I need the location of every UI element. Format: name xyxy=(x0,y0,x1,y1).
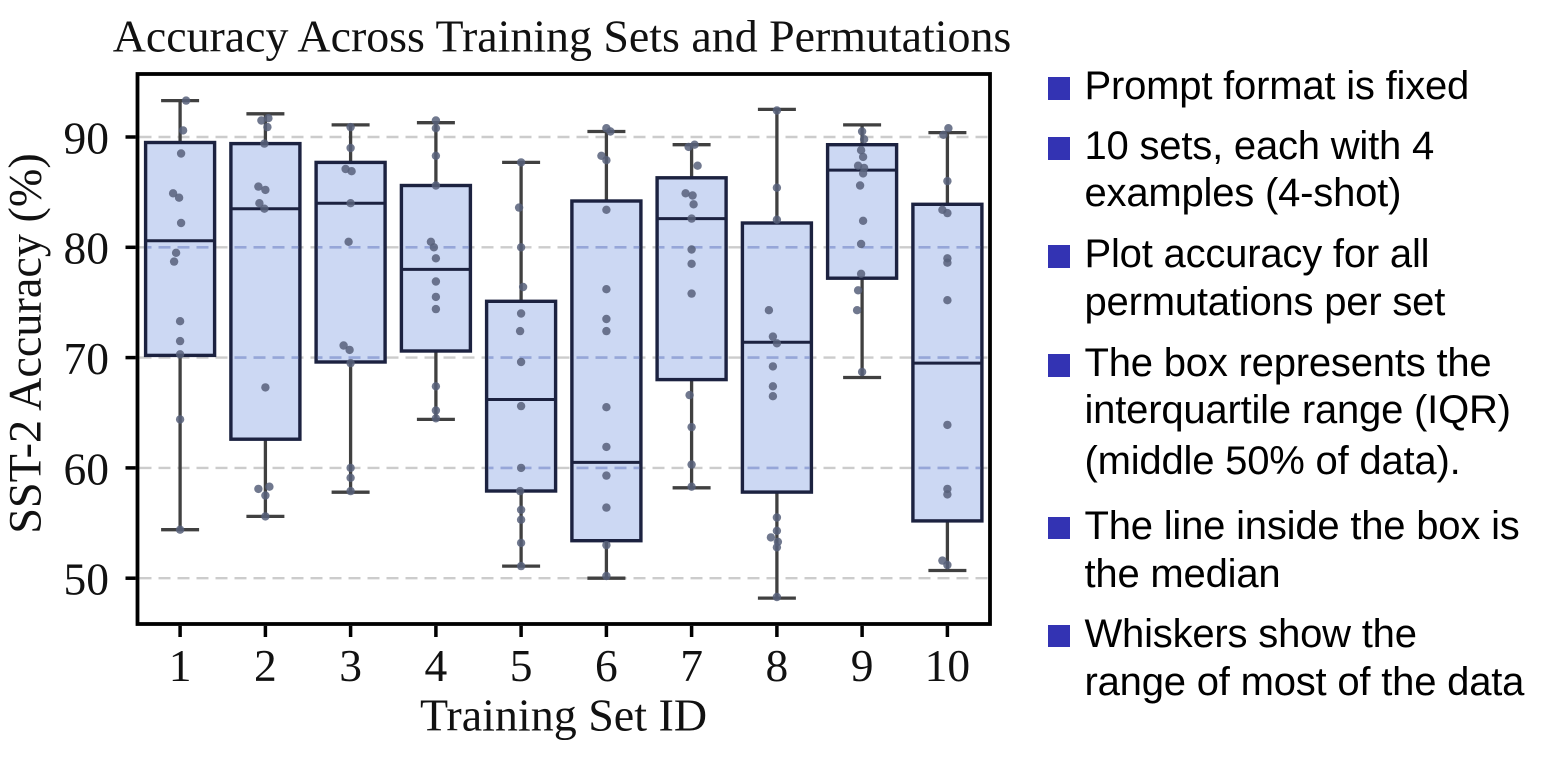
svg-text:3: 3 xyxy=(339,640,362,691)
svg-text:5: 5 xyxy=(510,640,533,691)
svg-text:50: 50 xyxy=(64,554,110,605)
svg-text:10: 10 xyxy=(925,640,971,691)
svg-text:Training Set ID: Training Set ID xyxy=(420,690,707,741)
svg-text:80: 80 xyxy=(64,223,110,274)
svg-text:9: 9 xyxy=(851,640,874,691)
svg-text:SST-2 Accuracy (%): SST-2 Accuracy (%) xyxy=(0,153,51,534)
svg-text:Accuracy Across Training Sets: Accuracy Across Training Sets and Permut… xyxy=(113,11,1012,62)
svg-text:8: 8 xyxy=(766,640,789,691)
svg-text:6: 6 xyxy=(595,640,618,691)
svg-text:60: 60 xyxy=(64,443,110,494)
svg-text:90: 90 xyxy=(64,112,110,163)
svg-text:2: 2 xyxy=(254,640,277,691)
svg-text:7: 7 xyxy=(680,640,703,691)
svg-text:1: 1 xyxy=(169,640,192,691)
svg-text:70: 70 xyxy=(64,333,110,384)
svg-text:4: 4 xyxy=(425,640,448,691)
